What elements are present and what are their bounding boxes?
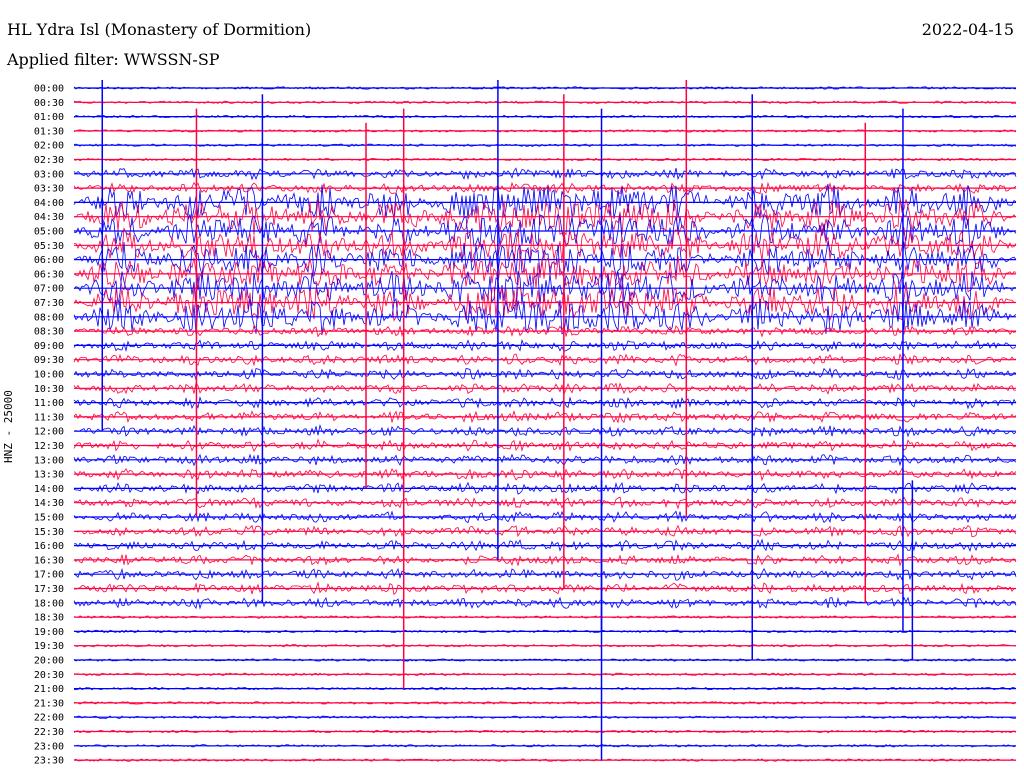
row-time-label: 15:30 (34, 527, 64, 538)
row-time-label: 13:00 (34, 455, 64, 466)
row-time-label: 23:00 (34, 741, 64, 752)
trace-signal (73, 629, 1017, 634)
trace-signal (73, 285, 1016, 322)
trace-signal (73, 100, 1017, 105)
row-time-label: 02:30 (34, 155, 64, 166)
filter-label: Applied filter: WWSSN-SP (7, 50, 220, 69)
row-time-label: 03:00 (34, 169, 64, 180)
row-time-label: 08:00 (34, 312, 64, 323)
row-time-label: 01:30 (34, 126, 64, 137)
trace-signal (73, 129, 1017, 133)
trace-signal (73, 553, 1017, 567)
trace-signal (73, 481, 1017, 495)
row-time-label: 18:30 (34, 613, 64, 624)
row-time-label: 02:00 (34, 141, 64, 152)
trace-signal (73, 255, 1017, 293)
row-time-label: 18:00 (34, 598, 64, 609)
trace-signal (73, 395, 1017, 410)
trace-signal (73, 524, 1017, 538)
row-time-label: 20:00 (34, 656, 64, 667)
trace-signal (73, 213, 1017, 250)
row-time-label: 21:30 (34, 698, 64, 709)
trace-signal (73, 615, 1017, 619)
row-time-label: 12:00 (34, 427, 64, 438)
row-time-label: 08:30 (34, 327, 64, 338)
row-time-label: 20:30 (34, 670, 64, 681)
row-time-label: 15:00 (34, 513, 64, 524)
row-time-label: 10:30 (34, 384, 64, 395)
trace-signal (73, 297, 1017, 335)
trace-signal (73, 183, 1017, 220)
trace-signal (73, 496, 1017, 510)
trace-signal (73, 167, 1017, 181)
trace-signal (74, 581, 1017, 596)
trace-signal (73, 672, 1017, 677)
row-time-label: 11:30 (34, 412, 64, 423)
row-time-label: 19:00 (34, 627, 64, 638)
trace-signal (73, 241, 1017, 278)
row-time-label: 04:00 (34, 198, 64, 209)
trace-signal (73, 323, 1017, 338)
row-time-label: 09:00 (34, 341, 64, 352)
trace-signal (73, 382, 1017, 396)
row-time-label: 04:30 (34, 212, 64, 223)
row-time-label: 07:30 (34, 298, 64, 309)
trace-signal (73, 367, 1017, 382)
trace-signal (73, 424, 1017, 438)
trace-signal (73, 596, 1017, 610)
row-time-label: 07:00 (34, 284, 64, 295)
row-time-label: 10:00 (34, 370, 64, 381)
row-time-label: 14:00 (34, 484, 64, 495)
trace-signal (73, 410, 1017, 424)
row-time-label: 17:30 (34, 584, 64, 595)
trace-signal (73, 658, 1017, 662)
row-time-label: 00:00 (34, 84, 64, 95)
trace-signal (73, 715, 1017, 719)
date-label: 2022-04-15 (921, 20, 1014, 39)
row-time-label: 22:30 (34, 727, 64, 738)
trace-signal (73, 510, 1017, 524)
trace-signal (73, 114, 1017, 119)
trace-signal (74, 744, 1017, 748)
trace-signal (73, 181, 1017, 195)
row-time-label: 16:00 (34, 541, 64, 552)
row-time-label: 21:00 (34, 684, 64, 695)
trace-signal (73, 686, 1017, 691)
row-time-label: 01:00 (34, 112, 64, 123)
trace-signal (73, 758, 1017, 762)
trace-signal (73, 453, 1017, 467)
row-time-label: 22:00 (34, 713, 64, 724)
trace-signal (73, 143, 1017, 147)
row-time-label: 00:30 (34, 98, 64, 109)
row-time-label: 06:00 (34, 255, 64, 266)
trace-signal (73, 157, 1017, 162)
trace-signal (74, 226, 1017, 264)
trace-signal (73, 701, 1017, 705)
row-time-label: 16:30 (34, 555, 64, 566)
row-time-label: 19:30 (34, 641, 64, 652)
trace-signal (73, 438, 1017, 452)
trace-signal (73, 467, 1017, 482)
row-time-label: 09:30 (34, 355, 64, 366)
row-time-label: 17:00 (34, 570, 64, 581)
row-time-label: 13:30 (34, 470, 64, 481)
trace-signal (73, 567, 1017, 581)
station-title: HL Ydra Isl (Monastery of Dormition) (7, 20, 312, 39)
row-time-label: 14:30 (34, 498, 64, 509)
row-time-label: 11:00 (34, 398, 64, 409)
trace-signal (73, 338, 1017, 353)
trace-signal (73, 538, 1017, 553)
trace-signal (73, 643, 1017, 648)
row-time-label: 05:00 (34, 227, 64, 238)
trace-signal (73, 86, 1017, 90)
trace-signal (73, 270, 1017, 307)
row-time-label: 06:30 (34, 269, 64, 280)
trace-signal (73, 729, 1017, 734)
row-time-label: 23:30 (34, 756, 64, 767)
row-time-label: 03:30 (34, 184, 64, 195)
row-time-label: 05:30 (34, 241, 64, 252)
trace-signal (73, 353, 1017, 367)
row-time-label: 12:30 (34, 441, 64, 452)
